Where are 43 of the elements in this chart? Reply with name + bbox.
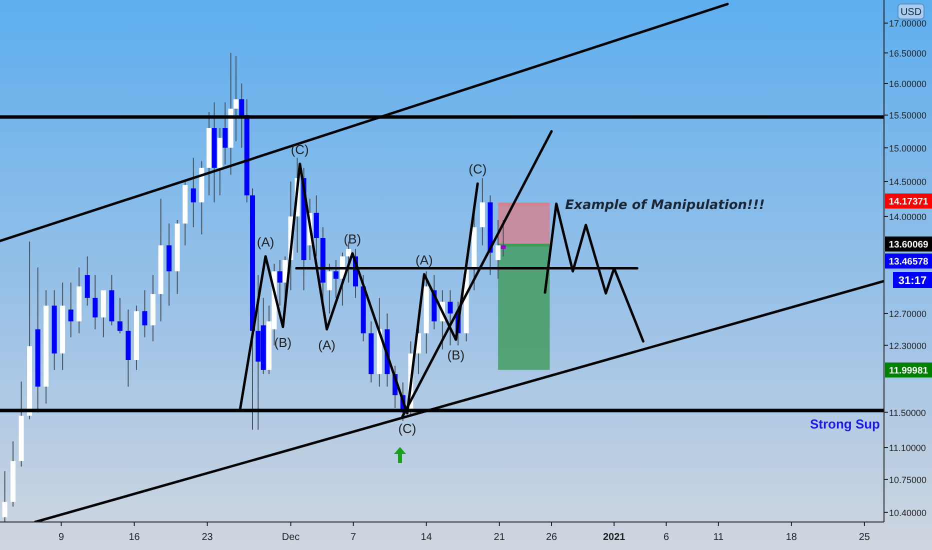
text: USD [900,7,922,18]
x-tick-label: 11 [713,532,724,543]
x-tick-label: Dec [282,532,300,543]
y-tick-label: 12.70000 [889,308,927,319]
x-tick-label: 7 [350,532,357,543]
x-tick-label: 26 [546,532,558,543]
text: 14.17371 [888,196,930,208]
y-tick-label: 14.50000 [889,177,927,188]
x-tick-label: 18 [786,532,798,543]
x-tick-label: 23 [202,532,214,543]
text: 31:17 [898,275,927,287]
x-tick-label: 14 [420,532,432,543]
y-tick-label: 15.00000 [889,143,927,154]
y-tick-label: 12.30000 [889,340,927,351]
annotation: Example of Manipulation!!! [565,198,765,213]
annotation: (A) [318,337,336,352]
y-tick-label: 16.00000 [889,79,927,90]
x-tick-label: 21 [494,532,506,543]
annotation: (A) [416,252,433,268]
y-tick-label: 11.10000 [889,443,926,454]
annotation: (B) [274,334,292,350]
y-tick-label: 15.50000 [889,110,927,121]
annotation: (A) [256,234,274,250]
x-tick-label: 6 [663,532,670,543]
annotation: (C) [290,142,309,157]
text: 13.46578 [888,256,928,268]
y-tick-label: 10.75000 [889,474,927,485]
annotation: (C) [398,421,416,436]
y-tick-label: 11.50000 [889,408,926,418]
y-tick-label: 10.40000 [889,508,927,518]
annotation: (B) [344,231,362,246]
x-tick-label: 2021 [602,532,626,543]
x-tick-label: 16 [128,532,140,543]
x-tick-label: 25 [858,532,870,543]
y-tick-label: 14.00000 [889,212,927,222]
text: 13.60069 [888,240,928,250]
annotation: (B) [447,348,465,363]
text: 11.99981 [888,366,929,376]
annotation: (C) [468,162,487,177]
x-tick-label: 9 [58,532,64,543]
y-tick-label: 16.50000 [889,48,927,58]
ref-line-label: Strong Sup [810,416,880,432]
y-tick-label: 17.00000 [889,18,927,29]
